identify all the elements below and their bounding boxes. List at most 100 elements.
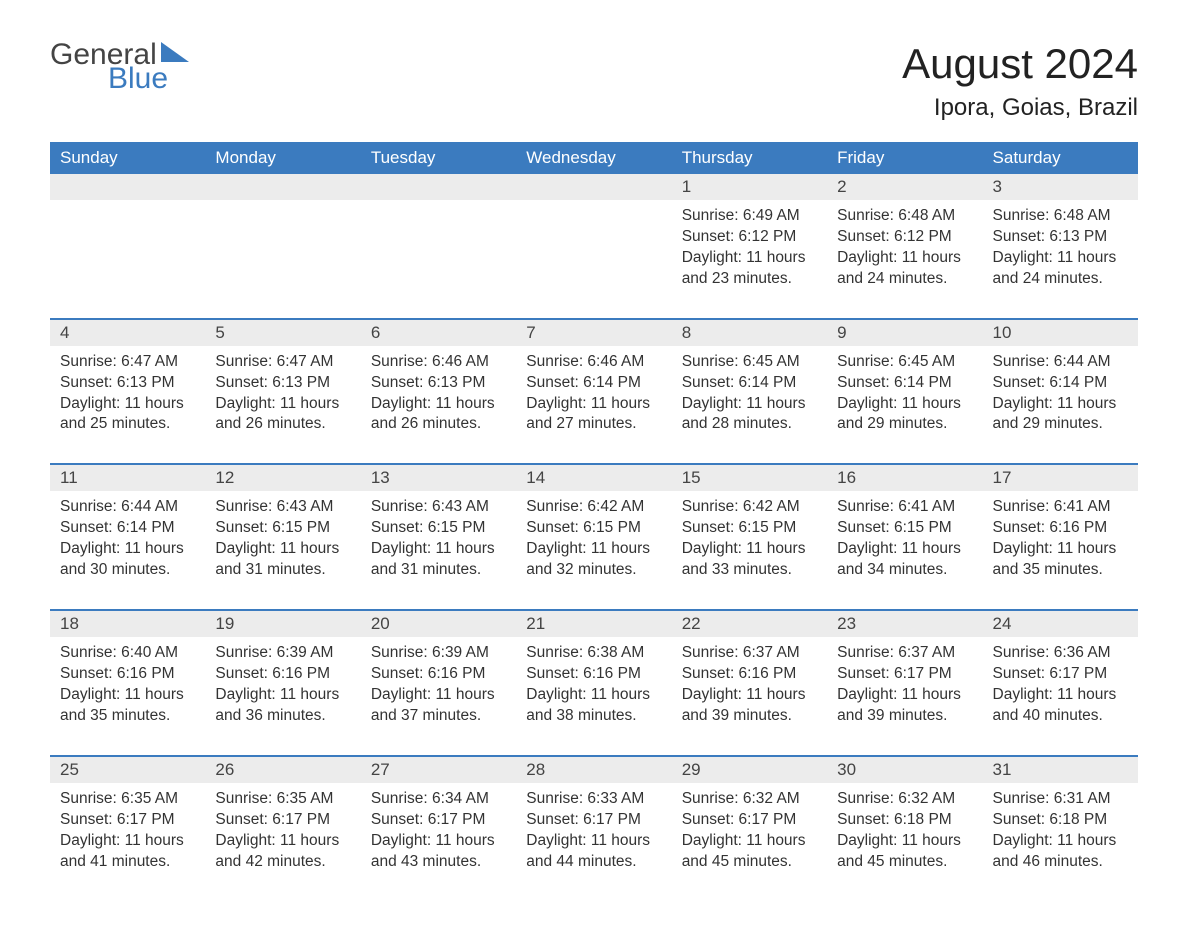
sunset-text: Sunset: 6:16 PM bbox=[682, 664, 817, 685]
day-number-cell: 20 bbox=[361, 610, 516, 637]
day-content-cell bbox=[361, 200, 516, 319]
sunrise-text: Sunrise: 6:31 AM bbox=[993, 789, 1128, 810]
sunset-text: Sunset: 6:17 PM bbox=[371, 810, 506, 831]
sunrise-text: Sunrise: 6:42 AM bbox=[682, 497, 817, 518]
sunrise-text: Sunrise: 6:38 AM bbox=[526, 643, 661, 664]
day-number-cell: 10 bbox=[983, 319, 1138, 346]
sunset-text: Sunset: 6:13 PM bbox=[371, 373, 506, 394]
sunset-text: Sunset: 6:13 PM bbox=[215, 373, 350, 394]
day-content-cell: Sunrise: 6:39 AMSunset: 6:16 PMDaylight:… bbox=[205, 637, 360, 756]
sunset-text: Sunset: 6:14 PM bbox=[837, 373, 972, 394]
day-content-cell: Sunrise: 6:39 AMSunset: 6:16 PMDaylight:… bbox=[361, 637, 516, 756]
day-content-row: Sunrise: 6:49 AMSunset: 6:12 PMDaylight:… bbox=[50, 200, 1138, 319]
sunset-text: Sunset: 6:18 PM bbox=[993, 810, 1128, 831]
daylight-text: Daylight: 11 hours and 25 minutes. bbox=[60, 394, 195, 436]
daylight-text: Daylight: 11 hours and 45 minutes. bbox=[837, 831, 972, 873]
sunset-text: Sunset: 6:16 PM bbox=[993, 518, 1128, 539]
sunset-text: Sunset: 6:15 PM bbox=[215, 518, 350, 539]
day-number-cell: 18 bbox=[50, 610, 205, 637]
daylight-text: Daylight: 11 hours and 41 minutes. bbox=[60, 831, 195, 873]
day-content-row: Sunrise: 6:44 AMSunset: 6:14 PMDaylight:… bbox=[50, 491, 1138, 610]
logo: General Blue bbox=[50, 40, 189, 94]
sunrise-text: Sunrise: 6:47 AM bbox=[215, 352, 350, 373]
day-number-cell bbox=[50, 174, 205, 200]
day-number-cell: 29 bbox=[672, 756, 827, 783]
day-content-cell: Sunrise: 6:41 AMSunset: 6:15 PMDaylight:… bbox=[827, 491, 982, 610]
day-number-cell: 26 bbox=[205, 756, 360, 783]
day-content-row: Sunrise: 6:35 AMSunset: 6:17 PMDaylight:… bbox=[50, 783, 1138, 901]
day-number-cell: 4 bbox=[50, 319, 205, 346]
day-number-cell: 7 bbox=[516, 319, 671, 346]
day-number-cell: 25 bbox=[50, 756, 205, 783]
day-number-cell: 22 bbox=[672, 610, 827, 637]
sunrise-text: Sunrise: 6:39 AM bbox=[371, 643, 506, 664]
sunrise-text: Sunrise: 6:40 AM bbox=[60, 643, 195, 664]
sunset-text: Sunset: 6:14 PM bbox=[682, 373, 817, 394]
day-content-cell: Sunrise: 6:33 AMSunset: 6:17 PMDaylight:… bbox=[516, 783, 671, 901]
day-content-cell: Sunrise: 6:42 AMSunset: 6:15 PMDaylight:… bbox=[516, 491, 671, 610]
day-number-cell bbox=[361, 174, 516, 200]
day-content-cell: Sunrise: 6:41 AMSunset: 6:16 PMDaylight:… bbox=[983, 491, 1138, 610]
sunrise-text: Sunrise: 6:41 AM bbox=[837, 497, 972, 518]
day-number-cell: 23 bbox=[827, 610, 982, 637]
day-of-week-header: Saturday bbox=[983, 142, 1138, 174]
day-content-cell bbox=[50, 200, 205, 319]
day-number-cell: 1 bbox=[672, 174, 827, 200]
day-content-cell: Sunrise: 6:48 AMSunset: 6:12 PMDaylight:… bbox=[827, 200, 982, 319]
sunrise-text: Sunrise: 6:39 AM bbox=[215, 643, 350, 664]
day-number-row: 18192021222324 bbox=[50, 610, 1138, 637]
daylight-text: Daylight: 11 hours and 34 minutes. bbox=[837, 539, 972, 581]
day-number-cell: 9 bbox=[827, 319, 982, 346]
day-content-cell: Sunrise: 6:46 AMSunset: 6:14 PMDaylight:… bbox=[516, 346, 671, 465]
daylight-text: Daylight: 11 hours and 45 minutes. bbox=[682, 831, 817, 873]
day-number-cell bbox=[516, 174, 671, 200]
sunrise-text: Sunrise: 6:37 AM bbox=[682, 643, 817, 664]
sunset-text: Sunset: 6:17 PM bbox=[526, 810, 661, 831]
sunset-text: Sunset: 6:15 PM bbox=[837, 518, 972, 539]
sunset-text: Sunset: 6:18 PM bbox=[837, 810, 972, 831]
sunrise-text: Sunrise: 6:45 AM bbox=[682, 352, 817, 373]
sunset-text: Sunset: 6:16 PM bbox=[371, 664, 506, 685]
daylight-text: Daylight: 11 hours and 32 minutes. bbox=[526, 539, 661, 581]
sunset-text: Sunset: 6:15 PM bbox=[682, 518, 817, 539]
day-content-cell: Sunrise: 6:43 AMSunset: 6:15 PMDaylight:… bbox=[205, 491, 360, 610]
day-content-cell: Sunrise: 6:48 AMSunset: 6:13 PMDaylight:… bbox=[983, 200, 1138, 319]
daylight-text: Daylight: 11 hours and 33 minutes. bbox=[682, 539, 817, 581]
daylight-text: Daylight: 11 hours and 46 minutes. bbox=[993, 831, 1128, 873]
sunset-text: Sunset: 6:12 PM bbox=[682, 227, 817, 248]
daylight-text: Daylight: 11 hours and 29 minutes. bbox=[837, 394, 972, 436]
day-of-week-header: Friday bbox=[827, 142, 982, 174]
calendar-table: SundayMondayTuesdayWednesdayThursdayFrid… bbox=[50, 142, 1138, 900]
logo-text-blue: Blue bbox=[108, 64, 189, 94]
daylight-text: Daylight: 11 hours and 37 minutes. bbox=[371, 685, 506, 727]
day-content-cell: Sunrise: 6:37 AMSunset: 6:16 PMDaylight:… bbox=[672, 637, 827, 756]
day-number-cell: 19 bbox=[205, 610, 360, 637]
day-number-cell: 27 bbox=[361, 756, 516, 783]
sunset-text: Sunset: 6:12 PM bbox=[837, 227, 972, 248]
daylight-text: Daylight: 11 hours and 26 minutes. bbox=[371, 394, 506, 436]
day-of-week-header: Thursday bbox=[672, 142, 827, 174]
day-content-cell: Sunrise: 6:32 AMSunset: 6:17 PMDaylight:… bbox=[672, 783, 827, 901]
daylight-text: Daylight: 11 hours and 42 minutes. bbox=[215, 831, 350, 873]
sunset-text: Sunset: 6:13 PM bbox=[993, 227, 1128, 248]
daylight-text: Daylight: 11 hours and 43 minutes. bbox=[371, 831, 506, 873]
sunrise-text: Sunrise: 6:36 AM bbox=[993, 643, 1128, 664]
day-number-row: 25262728293031 bbox=[50, 756, 1138, 783]
day-number-cell: 24 bbox=[983, 610, 1138, 637]
sunset-text: Sunset: 6:13 PM bbox=[60, 373, 195, 394]
day-content-cell: Sunrise: 6:36 AMSunset: 6:17 PMDaylight:… bbox=[983, 637, 1138, 756]
sunrise-text: Sunrise: 6:42 AM bbox=[526, 497, 661, 518]
sunset-text: Sunset: 6:15 PM bbox=[371, 518, 506, 539]
day-number-cell: 8 bbox=[672, 319, 827, 346]
day-number-row: 45678910 bbox=[50, 319, 1138, 346]
sunrise-text: Sunrise: 6:45 AM bbox=[837, 352, 972, 373]
day-content-cell: Sunrise: 6:44 AMSunset: 6:14 PMDaylight:… bbox=[983, 346, 1138, 465]
sunrise-text: Sunrise: 6:46 AM bbox=[526, 352, 661, 373]
daylight-text: Daylight: 11 hours and 24 minutes. bbox=[993, 248, 1128, 290]
day-number-cell: 17 bbox=[983, 464, 1138, 491]
sunrise-text: Sunrise: 6:41 AM bbox=[993, 497, 1128, 518]
day-content-cell: Sunrise: 6:45 AMSunset: 6:14 PMDaylight:… bbox=[827, 346, 982, 465]
day-number-cell bbox=[205, 174, 360, 200]
daylight-text: Daylight: 11 hours and 39 minutes. bbox=[682, 685, 817, 727]
day-of-week-header: Sunday bbox=[50, 142, 205, 174]
